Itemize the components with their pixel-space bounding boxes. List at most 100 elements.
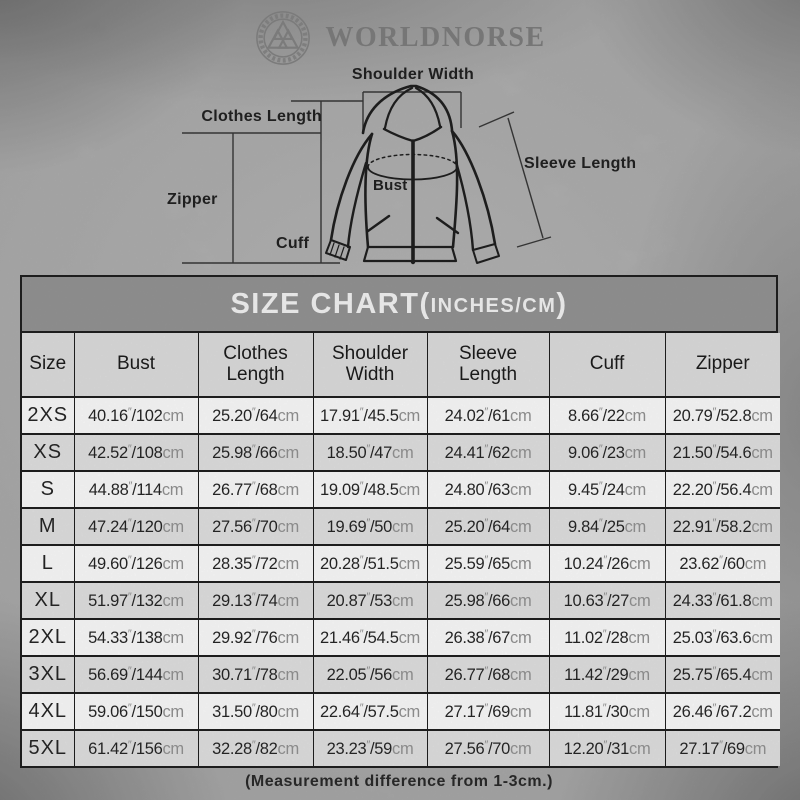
measurement-value: 61.42″/156cm xyxy=(73,729,198,766)
measurement-value: 20.79″/52.8cm xyxy=(664,396,780,434)
table-row-2xs: 2XS 40.16″/102cm 25.20″/64cm 17.91″/45.5cm 2… xyxy=(22,396,780,434)
valknut-logo-icon xyxy=(256,11,311,65)
size-value: XL xyxy=(22,581,74,619)
table-row-3xl: 3XL 56.69″/144cm 30.71″/78cm 22.05″/56cm 26.… xyxy=(22,655,780,693)
measurement-value: 22.91″/58.2cm xyxy=(664,507,780,545)
label-shoulder-width: Shoulder Width xyxy=(351,66,475,83)
measurement-value: 24.80″/63cm xyxy=(426,470,549,508)
table-row-xs: XS 42.52″/108cm 25.98″/66cm 18.50″/47cm 24.4… xyxy=(22,433,780,471)
label-cuff: Cuff xyxy=(276,235,310,252)
measurement-value: 12.20″/31cm xyxy=(548,729,665,766)
column-header-bust: Bust xyxy=(73,333,198,397)
measurement-note: (Measurement difference from 1-3cm.) xyxy=(245,773,553,790)
size-value: 2XL xyxy=(22,618,74,656)
table-row-l: L 49.60″/126cm 28.35″/72cm 20.28″/51.5cm 25.… xyxy=(22,544,780,582)
table-header-row: Size Bust Clothes Length Shoulder Width Slee… xyxy=(22,333,780,397)
measurement-value: 11.81″/30cm xyxy=(548,692,665,730)
measurement-value: 27.56″/70cm xyxy=(197,507,313,545)
measurement-value: 25.20″/64cm xyxy=(426,507,549,545)
measurement-value: 32.28″/82cm xyxy=(197,729,313,766)
size-chart-title: SIZE CHART( INCHES/CM ) xyxy=(22,277,776,333)
label-bust: Bust xyxy=(373,177,408,194)
measurement-value: 23.23″/59cm xyxy=(312,729,427,766)
table-row-s: S 44.88″/114cm 26.77″/68cm 19.09″/48.5cm 24.… xyxy=(22,470,780,508)
measurement-value: 11.02″/28cm xyxy=(548,618,665,656)
table-row-4xl: 4XL 59.06″/150cm 31.50″/80cm 22.64″/57.5cm 2… xyxy=(22,692,780,730)
measurement-value: 25.98″/66cm xyxy=(197,433,313,471)
table-row-m: M 47.24″/120cm 27.56″/70cm 19.69″/50cm 25.20… xyxy=(22,507,780,545)
measurement-value: 9.45″/24cm xyxy=(548,470,665,508)
measurement-value: 20.87″/53cm xyxy=(312,581,427,619)
measurement-value: 21.50″/54.6cm xyxy=(664,433,780,471)
measurement-value: 27.17″/69cm xyxy=(664,729,780,766)
measurement-value: 20.28″/51.5cm xyxy=(312,544,427,582)
measurement-value: 29.92″/76cm xyxy=(197,618,313,656)
title-units-text: INCHES/CM xyxy=(430,295,557,317)
measurement-value: 26.46″/67.2cm xyxy=(664,692,780,730)
measurement-value: 19.69″/50cm xyxy=(312,507,427,545)
measurement-value: 54.33″/138cm xyxy=(73,618,198,656)
size-value: M xyxy=(22,507,74,545)
measurement-value: 42.52″/108cm xyxy=(73,433,198,471)
measurement-value: 25.98″/66cm xyxy=(426,581,549,619)
label-clothes-length: Clothes Length xyxy=(201,108,322,125)
size-value: L xyxy=(22,544,74,582)
measurement-value: 24.33″/61.8cm xyxy=(664,581,780,619)
measurement-value: 22.05″/56cm xyxy=(312,655,427,693)
measurement-value: 23.62″/60cm xyxy=(664,544,780,582)
column-header-size: Size xyxy=(22,333,74,397)
size-value: S xyxy=(22,470,74,508)
table-row-2xl: 2XL 54.33″/138cm 29.92″/76cm 21.46″/54.5cm 2… xyxy=(22,618,780,656)
size-value: XS xyxy=(22,433,74,471)
measurement-value: 25.75″/65.4cm xyxy=(664,655,780,693)
size-value: 3XL xyxy=(22,655,74,693)
measurement-value: 21.46″/54.5cm xyxy=(312,618,427,656)
title-close-text: ) xyxy=(556,287,568,320)
measurement-value: 44.88″/114cm xyxy=(73,470,198,508)
measurement-value: 10.63″/27cm xyxy=(548,581,665,619)
measurement-value: 24.02″/61cm xyxy=(426,396,549,434)
measurement-value: 27.56″/70cm xyxy=(426,729,549,766)
measurement-value: 17.91″/45.5cm xyxy=(312,396,427,434)
measurement-value: 26.77″/68cm xyxy=(426,655,549,693)
column-header-cuff: Cuff xyxy=(548,333,665,397)
column-header-zipper: Zipper xyxy=(664,333,780,397)
label-sleeve-length: Sleeve Length xyxy=(524,155,637,172)
measurement-value: 18.50″/47cm xyxy=(312,433,427,471)
size-value: 5XL xyxy=(22,729,74,766)
measurement-value: 8.66″/22cm xyxy=(548,396,665,434)
measurement-value: 19.09″/48.5cm xyxy=(312,470,427,508)
measurement-value: 40.16″/102cm xyxy=(73,396,198,434)
measurement-value: 27.17″/69cm xyxy=(426,692,549,730)
table-row-5xl: 5XL 61.42″/156cm 32.28″/82cm 23.23″/59cm 27.… xyxy=(22,729,780,766)
measurement-value: 26.77″/68cm xyxy=(197,470,313,508)
measurement-value: 25.20″/64cm xyxy=(197,396,313,434)
column-header-shoulder-width: Shoulder Width xyxy=(312,333,427,397)
measurement-value: 29.13″/74cm xyxy=(197,581,313,619)
column-header-clothes-length: Clothes Length xyxy=(197,333,313,397)
label-zipper: Zipper xyxy=(167,191,218,208)
measurement-value: 26.38″/67cm xyxy=(426,618,549,656)
measurement-value: 49.60″/126cm xyxy=(73,544,198,582)
measurement-value: 22.20″/56.4cm xyxy=(664,470,780,508)
measurement-value: 59.06″/150cm xyxy=(73,692,198,730)
measurement-value: 10.24″/26cm xyxy=(548,544,665,582)
size-chart: SIZE CHART( INCHES/CM ) Size Bust Clothes … xyxy=(20,275,780,768)
column-header-sleeve-length: Sleeve Length xyxy=(426,333,549,397)
size-value: 2XS xyxy=(22,396,74,434)
title-text: SIZE CHART( xyxy=(230,287,431,320)
table-row-xl: XL 51.97″/132cm 29.13″/74cm 20.87″/53cm 25.9… xyxy=(22,581,780,619)
hoodie-outline xyxy=(325,84,500,265)
measurement-value: 47.24″/120cm xyxy=(73,507,198,545)
brand-header: WORLDNORSE xyxy=(0,9,800,67)
measurement-value: 31.50″/80cm xyxy=(197,692,313,730)
measurement-value: 51.97″/132cm xyxy=(73,581,198,619)
measurement-value: 25.59″/65cm xyxy=(426,544,549,582)
size-chart-table: Size Bust Clothes Length Shoulder Width Slee… xyxy=(22,333,780,766)
measurement-value: 25.03″/63.6cm xyxy=(664,618,780,656)
measurement-value: 9.84″/25cm xyxy=(548,507,665,545)
size-value: 4XL xyxy=(22,692,74,730)
measurement-value: 11.42″/29cm xyxy=(548,655,665,693)
measurement-value: 24.41″/62cm xyxy=(426,433,549,471)
